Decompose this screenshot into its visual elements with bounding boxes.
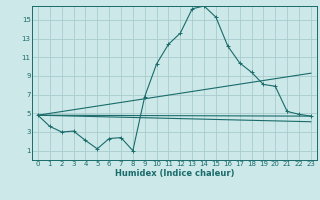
X-axis label: Humidex (Indice chaleur): Humidex (Indice chaleur) bbox=[115, 169, 234, 178]
